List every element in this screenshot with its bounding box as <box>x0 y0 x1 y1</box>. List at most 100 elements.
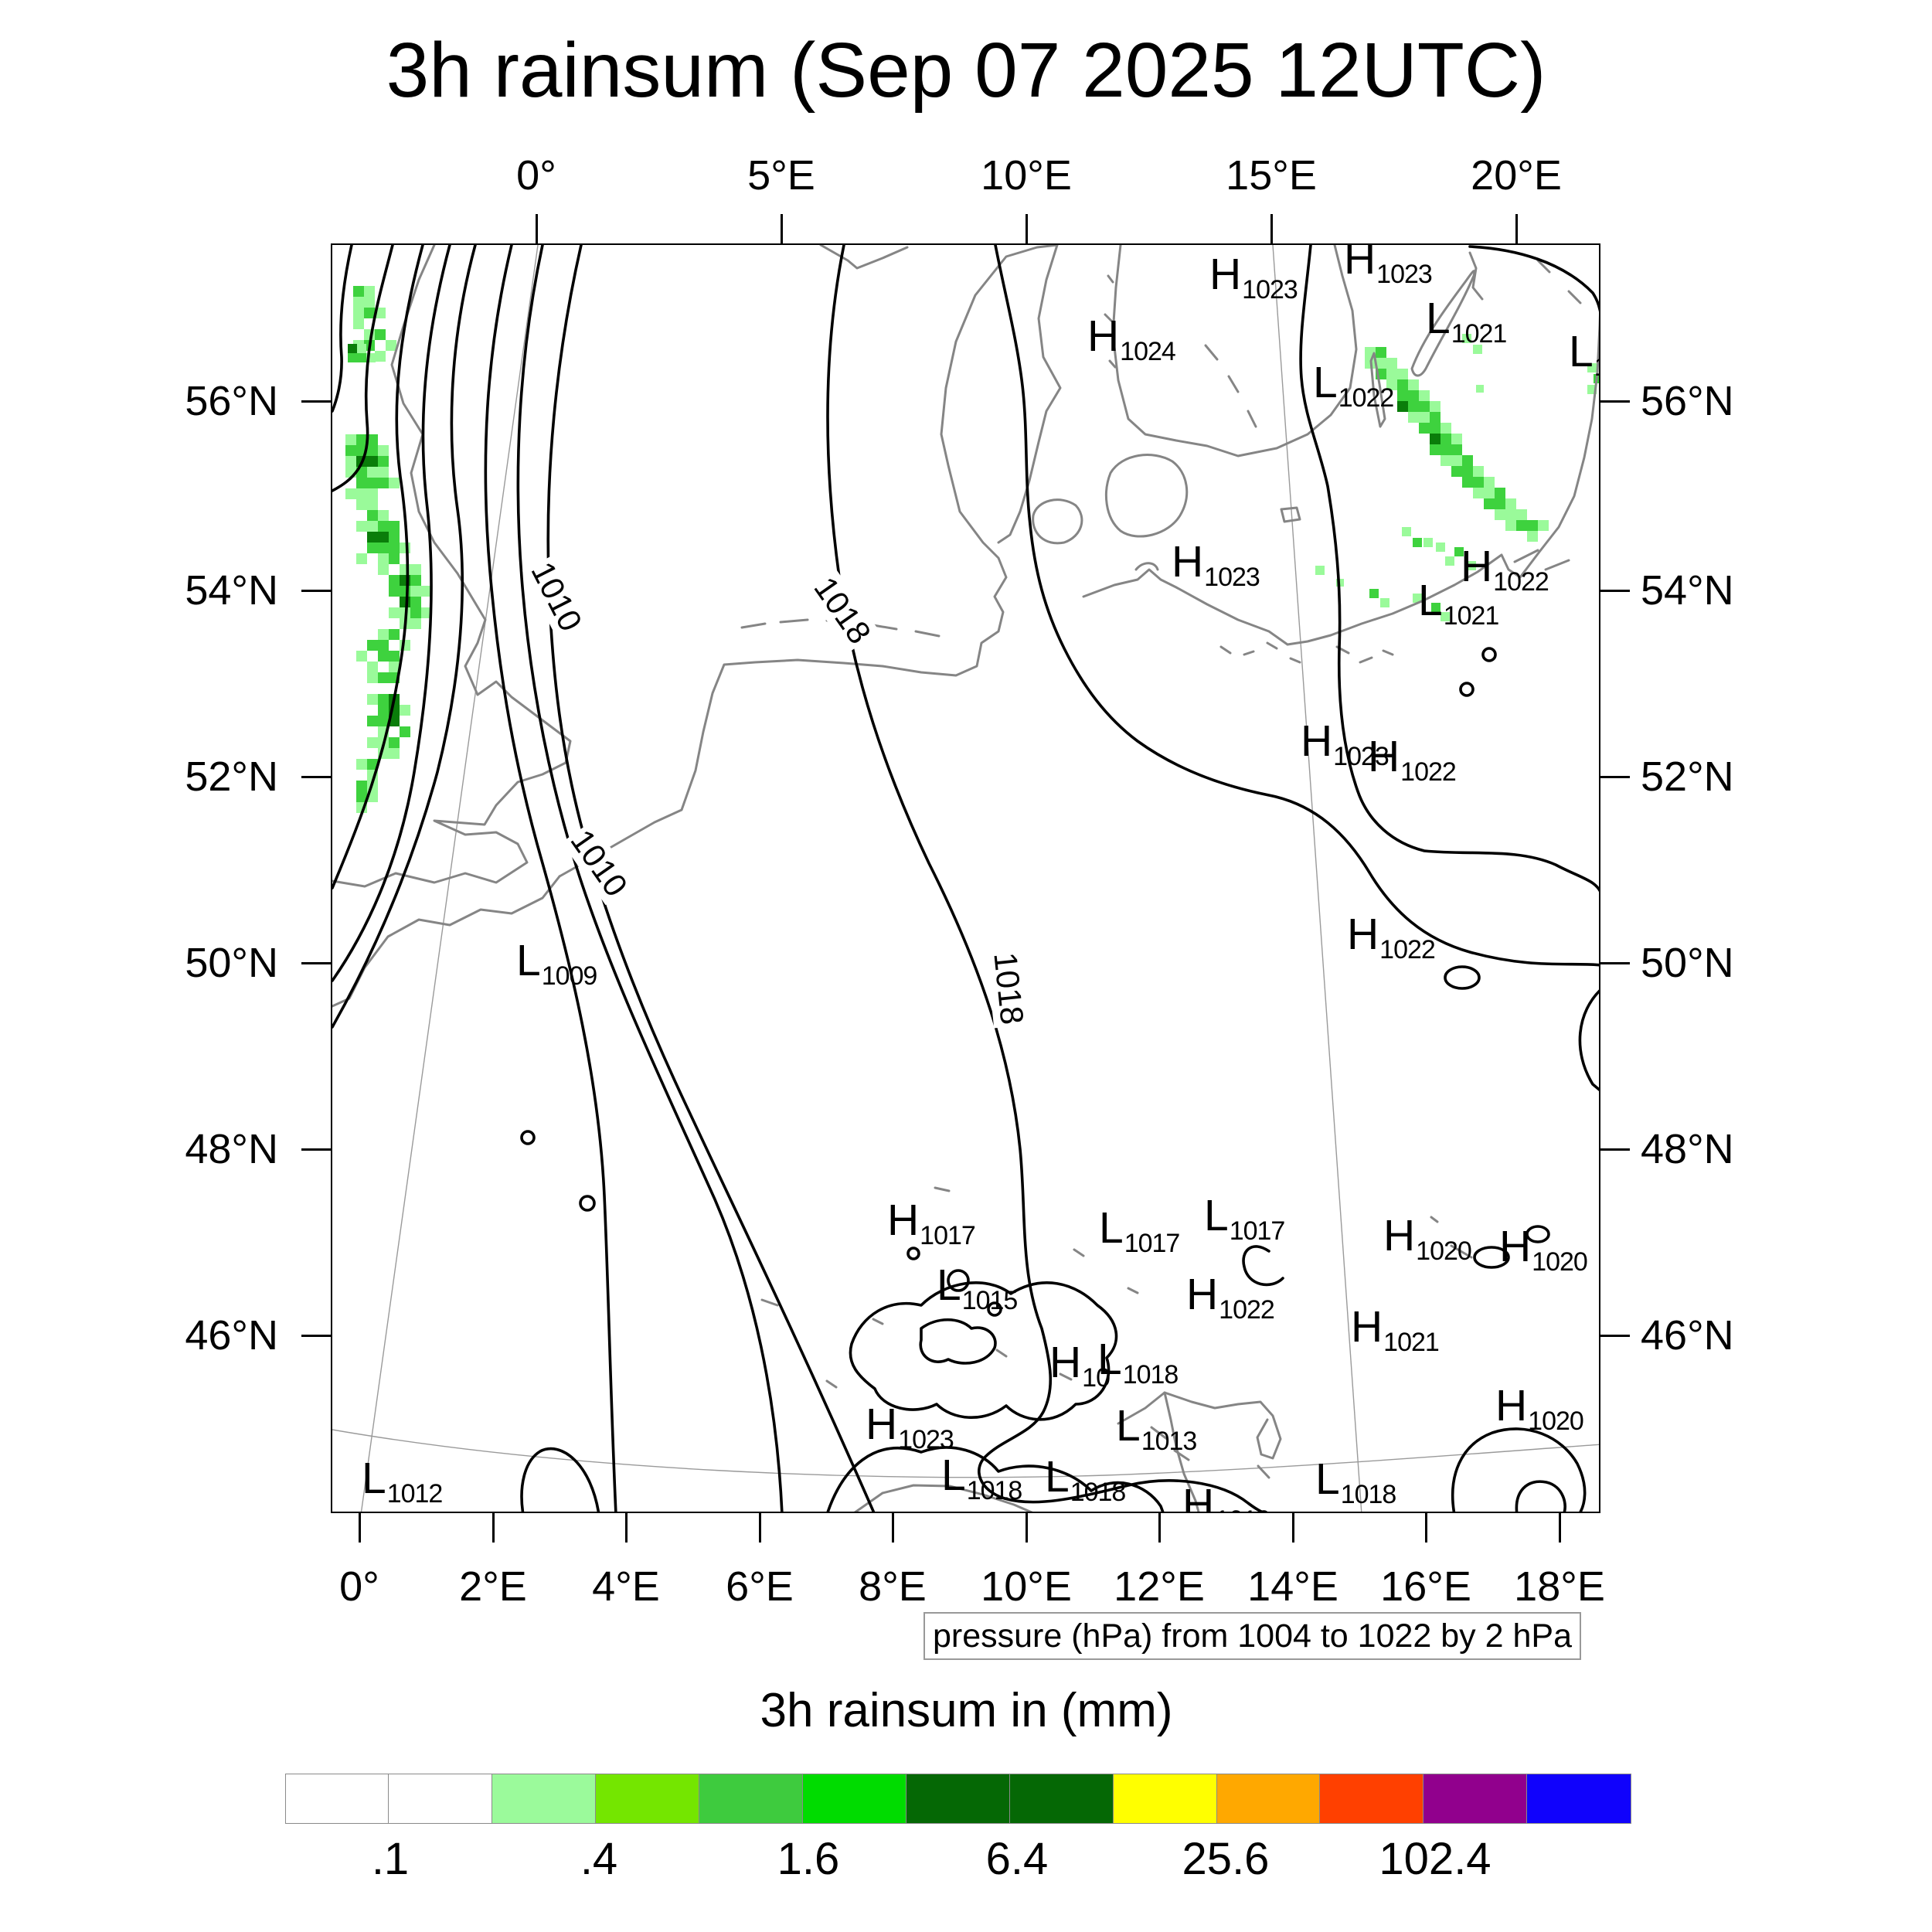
axis-label-left: 54°N <box>185 567 278 614</box>
rain-cell <box>1376 347 1386 358</box>
rain-cell <box>1527 531 1538 542</box>
rain-cell <box>367 532 389 543</box>
rain-cell <box>386 340 396 351</box>
rain-cell <box>1423 538 1433 547</box>
pressure-letter: H <box>1172 537 1204 587</box>
rain-cell <box>356 651 367 662</box>
rain-cell <box>1413 594 1422 603</box>
colorbar-tick-label: 1.6 <box>777 1834 840 1884</box>
pressure-marker-H1023: H 1023 <box>1301 719 1389 771</box>
pressure-value: 1022 <box>1493 567 1549 597</box>
pressure-letter: H <box>1368 732 1400 781</box>
pressure-marker-H1020: H 1020 <box>1383 1214 1472 1265</box>
rain-cell <box>1462 477 1484 488</box>
axis-label-left: 52°N <box>185 753 278 800</box>
rain-cell <box>345 456 356 478</box>
pressure-value: 1009 <box>541 961 598 991</box>
rain-cell <box>378 521 400 532</box>
rain-cell <box>1440 612 1450 621</box>
rain-cell <box>400 640 410 651</box>
rain-cell <box>1386 358 1397 369</box>
axis-tick-bottom <box>1158 1513 1161 1543</box>
pressure-letter: H <box>1499 1222 1532 1271</box>
rain-cell <box>389 737 400 748</box>
pressure-value: 1021 <box>1443 601 1500 631</box>
pressure-caption: pressure (hPa) from 1004 to 1022 by 2 hP… <box>923 1612 1581 1660</box>
pressure-marker-L1022: L 1022 <box>1313 361 1394 412</box>
rain-cell <box>410 575 421 586</box>
rain-cell <box>353 318 364 329</box>
axis-tick-bottom <box>624 1513 628 1543</box>
rain-cell <box>1451 434 1462 444</box>
rain-cell <box>1445 556 1454 566</box>
colorbar-cell <box>284 1774 389 1824</box>
pressure-value: 1023 <box>898 1425 954 1454</box>
rain-cell <box>400 564 421 575</box>
axis-label-bottom: 8°E <box>859 1563 927 1610</box>
colorbar-cell <box>595 1774 700 1824</box>
pressure-letter: H <box>1351 1302 1383 1352</box>
pressure-value: 1017 <box>1229 1216 1286 1246</box>
pressure-letter: H <box>1461 542 1493 591</box>
axis-tick-top <box>1025 214 1028 243</box>
colorbar-cell <box>388 1774 493 1824</box>
pressure-value: 1021 <box>1451 319 1508 349</box>
axis-tick-right <box>1600 589 1630 592</box>
axis-tick-bottom <box>758 1513 761 1543</box>
axis-label-bottom: 10°E <box>981 1563 1072 1610</box>
pressure-marker-L1012: L 1012 <box>362 1454 443 1508</box>
pressure-value: 1013 <box>1141 1427 1198 1456</box>
rain-cell <box>1397 390 1419 401</box>
rain-cell <box>378 672 400 683</box>
axis-tick-bottom <box>1025 1513 1028 1543</box>
axis-label-right: 54°N <box>1641 567 1734 614</box>
axis-tick-right <box>1600 1334 1630 1337</box>
axis-tick-top <box>1515 214 1518 243</box>
pressure-letter: L <box>1097 1335 1122 1384</box>
rain-cell <box>1440 423 1451 434</box>
rain-cell <box>367 467 389 478</box>
axis-label-bottom: 18°E <box>1514 1563 1605 1610</box>
pressure-letter: H <box>887 1196 920 1245</box>
pressure-letter: L <box>941 1451 966 1500</box>
rain-cell <box>378 629 389 640</box>
pressure-letter: L <box>1204 1191 1229 1240</box>
pressure-value: 1023 <box>1242 275 1298 304</box>
pressure-value: 1023 <box>1204 563 1260 592</box>
pressure-marker-H1023: H 1023 <box>1209 253 1298 304</box>
rain-cell <box>356 759 367 770</box>
axis-label-top: 10°E <box>981 152 1072 199</box>
axis-tick-left <box>301 775 331 778</box>
colorbar-title: 3h rainsum in (mm) <box>760 1684 1173 1737</box>
axis-tick-right <box>1600 400 1630 403</box>
rain-cell <box>345 445 378 456</box>
rain-cell <box>1408 412 1430 423</box>
pressure-letter: L <box>362 1454 386 1503</box>
pressure-value: 1021 <box>1383 1328 1440 1357</box>
pressure-letter: H <box>1049 1338 1082 1387</box>
rain-cell <box>1430 412 1440 423</box>
rain-cell <box>378 553 389 575</box>
pressure-value: 1023 <box>1376 260 1433 289</box>
pressure-value: 1022 <box>1379 935 1436 964</box>
rain-cell <box>353 286 364 297</box>
axis-tick-left <box>301 400 331 403</box>
axis-label-right: 46°N <box>1641 1312 1734 1359</box>
pressure-contours <box>332 245 1599 1512</box>
colorbar-cell <box>1526 1774 1631 1824</box>
rain-cell <box>1587 363 1597 372</box>
rain-cell <box>367 759 378 770</box>
rain-cell <box>1369 589 1379 598</box>
pressure-value: 1018 <box>966 1476 1023 1505</box>
axis-label-top: 20°E <box>1471 152 1562 199</box>
rain-cell <box>1430 444 1451 455</box>
map-canvas <box>332 245 1599 1512</box>
pressure-letter: L <box>516 936 541 985</box>
rain-cell <box>389 575 400 586</box>
rain-cell <box>378 694 389 705</box>
pressure-value: 1023 <box>1333 742 1389 771</box>
pressure-marker-H1022: H 1022 <box>1186 1273 1275 1324</box>
rain-cell <box>356 553 367 564</box>
page-title: 3h rainsum (Sep 07 2025 12UTC) <box>386 27 1546 114</box>
axis-label-bottom: 12°E <box>1114 1563 1205 1610</box>
